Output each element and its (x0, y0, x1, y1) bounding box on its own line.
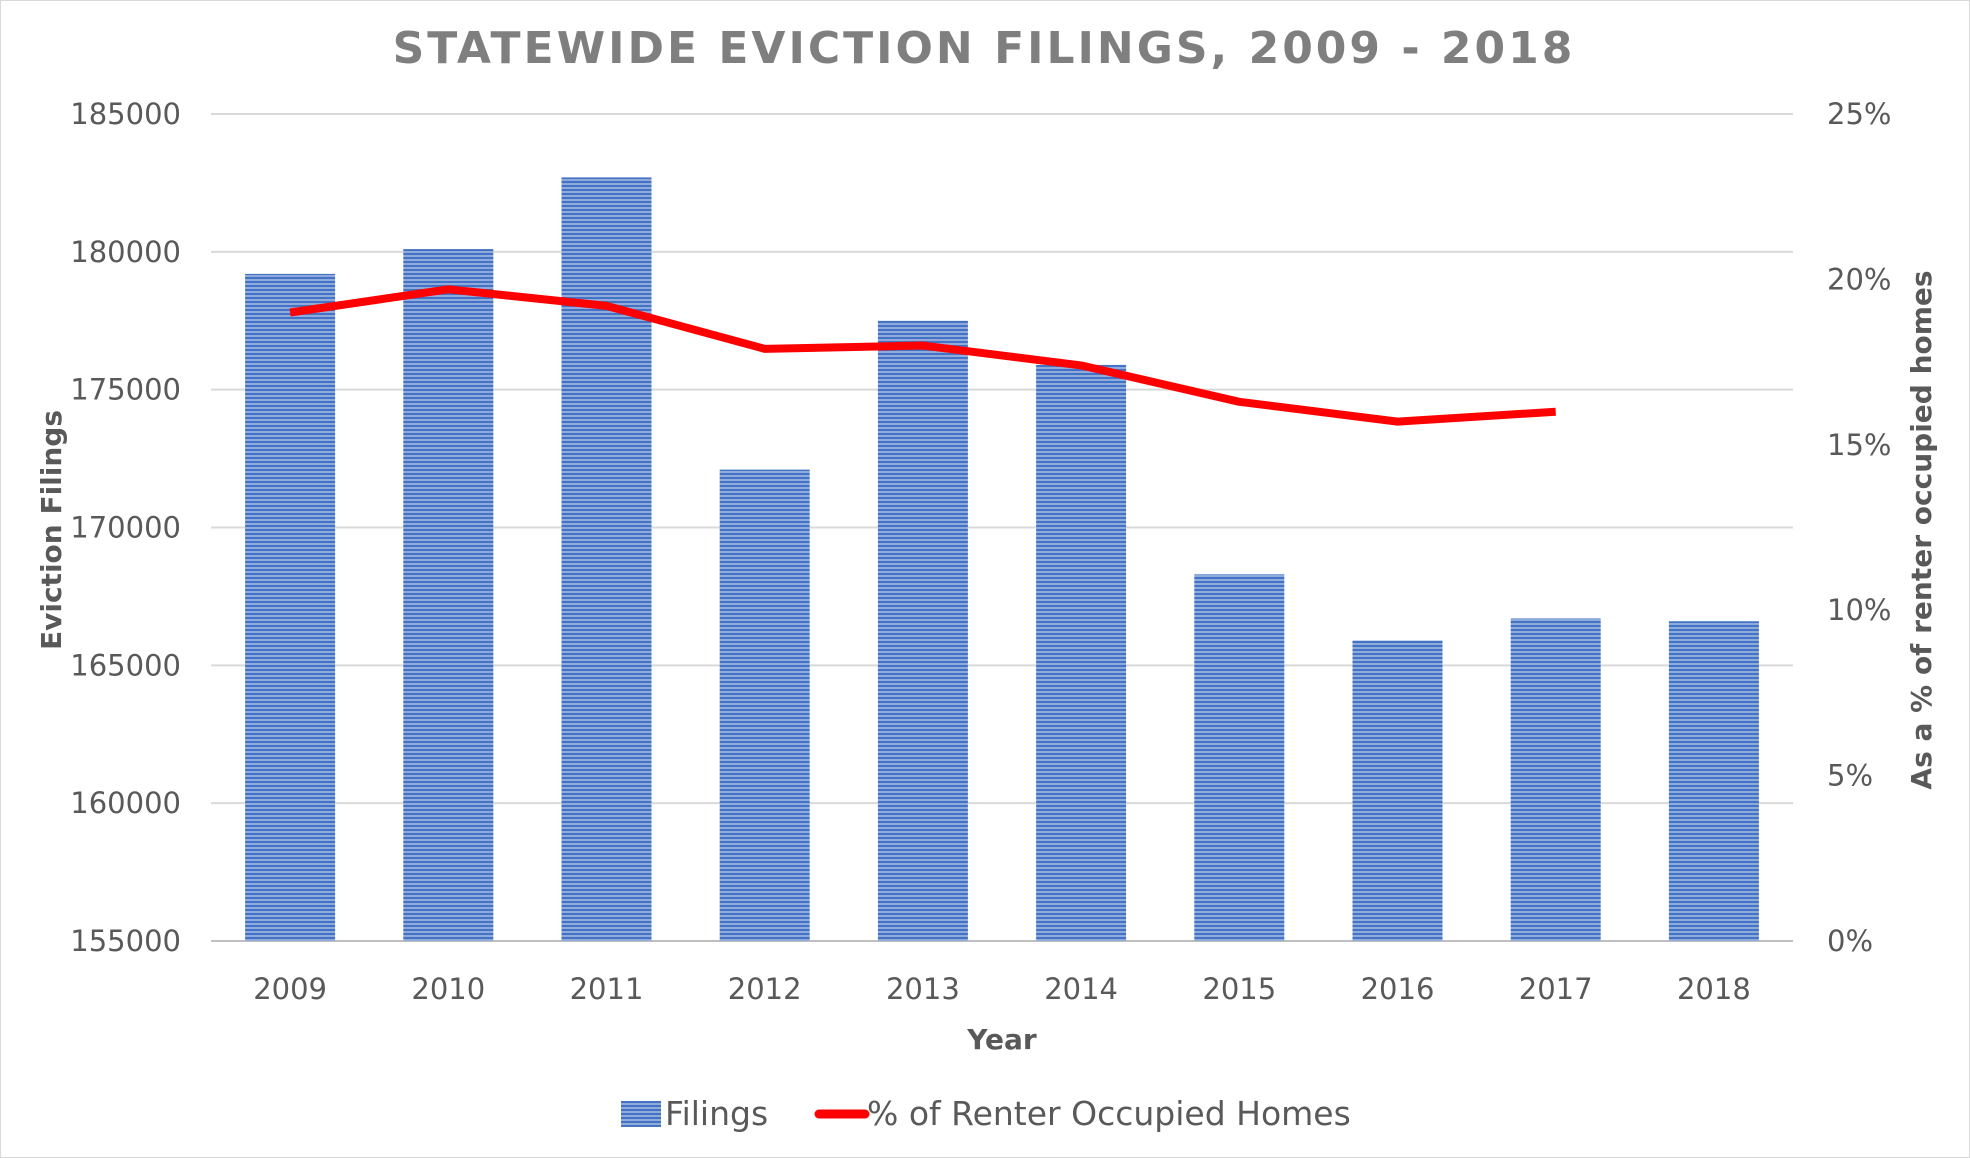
x-tick-label: 2010 (411, 972, 485, 1006)
legend-swatch-filings (621, 1101, 661, 1127)
x-tick-label: 2015 (1202, 972, 1276, 1006)
bars (245, 177, 1759, 942)
x-axis-ticks: 2009 2010 2011 2012 2013 2014 2015 2016 2017 2018 (253, 972, 1751, 1006)
bar-2016 (1352, 640, 1443, 941)
y2-axis-title: As a % of renter occupied homes (1905, 270, 1938, 789)
y-tick-label: 185000 (70, 97, 181, 131)
legend-label-renter-pct: % of Renter Occupied Homes (867, 1094, 1351, 1133)
bar-2017 (1510, 618, 1601, 941)
bar-2011 (561, 177, 652, 942)
legend-item-renter-pct[interactable]: % of Renter Occupied Homes (814, 1094, 1351, 1133)
y-tick-label: 160000 (70, 786, 181, 820)
line-point-2017 (1555, 411, 1557, 413)
x-tick-label: 2009 (253, 972, 327, 1006)
y-tick-label: 180000 (70, 235, 181, 269)
line-point-2013 (922, 345, 924, 347)
chart-title: STATEWIDE EVICTION FILINGS, 2009 - 2018 (393, 23, 1576, 74)
line-point-2015 (1238, 401, 1240, 403)
line-point-2012 (764, 348, 766, 350)
x-tick-label: 2017 (1519, 972, 1593, 1006)
y2-axis-ticks: 0% 5% 10% 15% 20% 25% (1827, 97, 1891, 958)
x-tick-label: 2014 (1044, 972, 1118, 1006)
y-tick-label: 155000 (70, 924, 181, 958)
line-point-2009 (289, 311, 291, 313)
y-tick-label: 165000 (70, 648, 181, 682)
bar-2010 (403, 249, 494, 941)
y2-tick-label: 20% (1827, 262, 1891, 296)
y2-tick-label: 25% (1827, 97, 1891, 131)
x-tick-label: 2013 (886, 972, 960, 1006)
x-tick-label: 2016 (1361, 972, 1435, 1006)
y2-tick-label: 0% (1827, 924, 1873, 958)
y-tick-label: 175000 (70, 373, 181, 407)
bar-2014 (1036, 364, 1127, 941)
bar-2015 (1194, 574, 1285, 941)
legend-item-filings[interactable]: Filings (621, 1094, 768, 1133)
bar-2009 (245, 273, 336, 941)
line-point-2010 (447, 288, 449, 290)
legend-label-filings: Filings (665, 1094, 768, 1133)
y2-tick-label: 10% (1827, 593, 1891, 627)
line-point-2014 (1080, 364, 1082, 366)
bar-2013 (877, 320, 968, 941)
bar-2012 (719, 469, 810, 941)
y-tick-label: 170000 (70, 511, 181, 545)
line-point-2011 (606, 305, 608, 307)
y-axis-ticks: 155000 160000 165000 170000 175000 180000 1850… (70, 97, 181, 958)
y2-tick-label: 15% (1827, 428, 1891, 462)
bar-2018 (1668, 621, 1759, 941)
y2-tick-label: 5% (1827, 759, 1873, 793)
line-point-2016 (1397, 421, 1399, 423)
line-series (289, 285, 1557, 426)
x-tick-label: 2018 (1677, 972, 1751, 1006)
x-tick-label: 2012 (728, 972, 802, 1006)
legend: Filings % of Renter Occupied Homes (621, 1094, 1351, 1133)
x-axis-title: Year (966, 1023, 1037, 1056)
x-tick-label: 2011 (570, 972, 644, 1006)
line-renter-pct (289, 285, 1556, 426)
y-axis-title: Eviction Filings (35, 410, 68, 650)
